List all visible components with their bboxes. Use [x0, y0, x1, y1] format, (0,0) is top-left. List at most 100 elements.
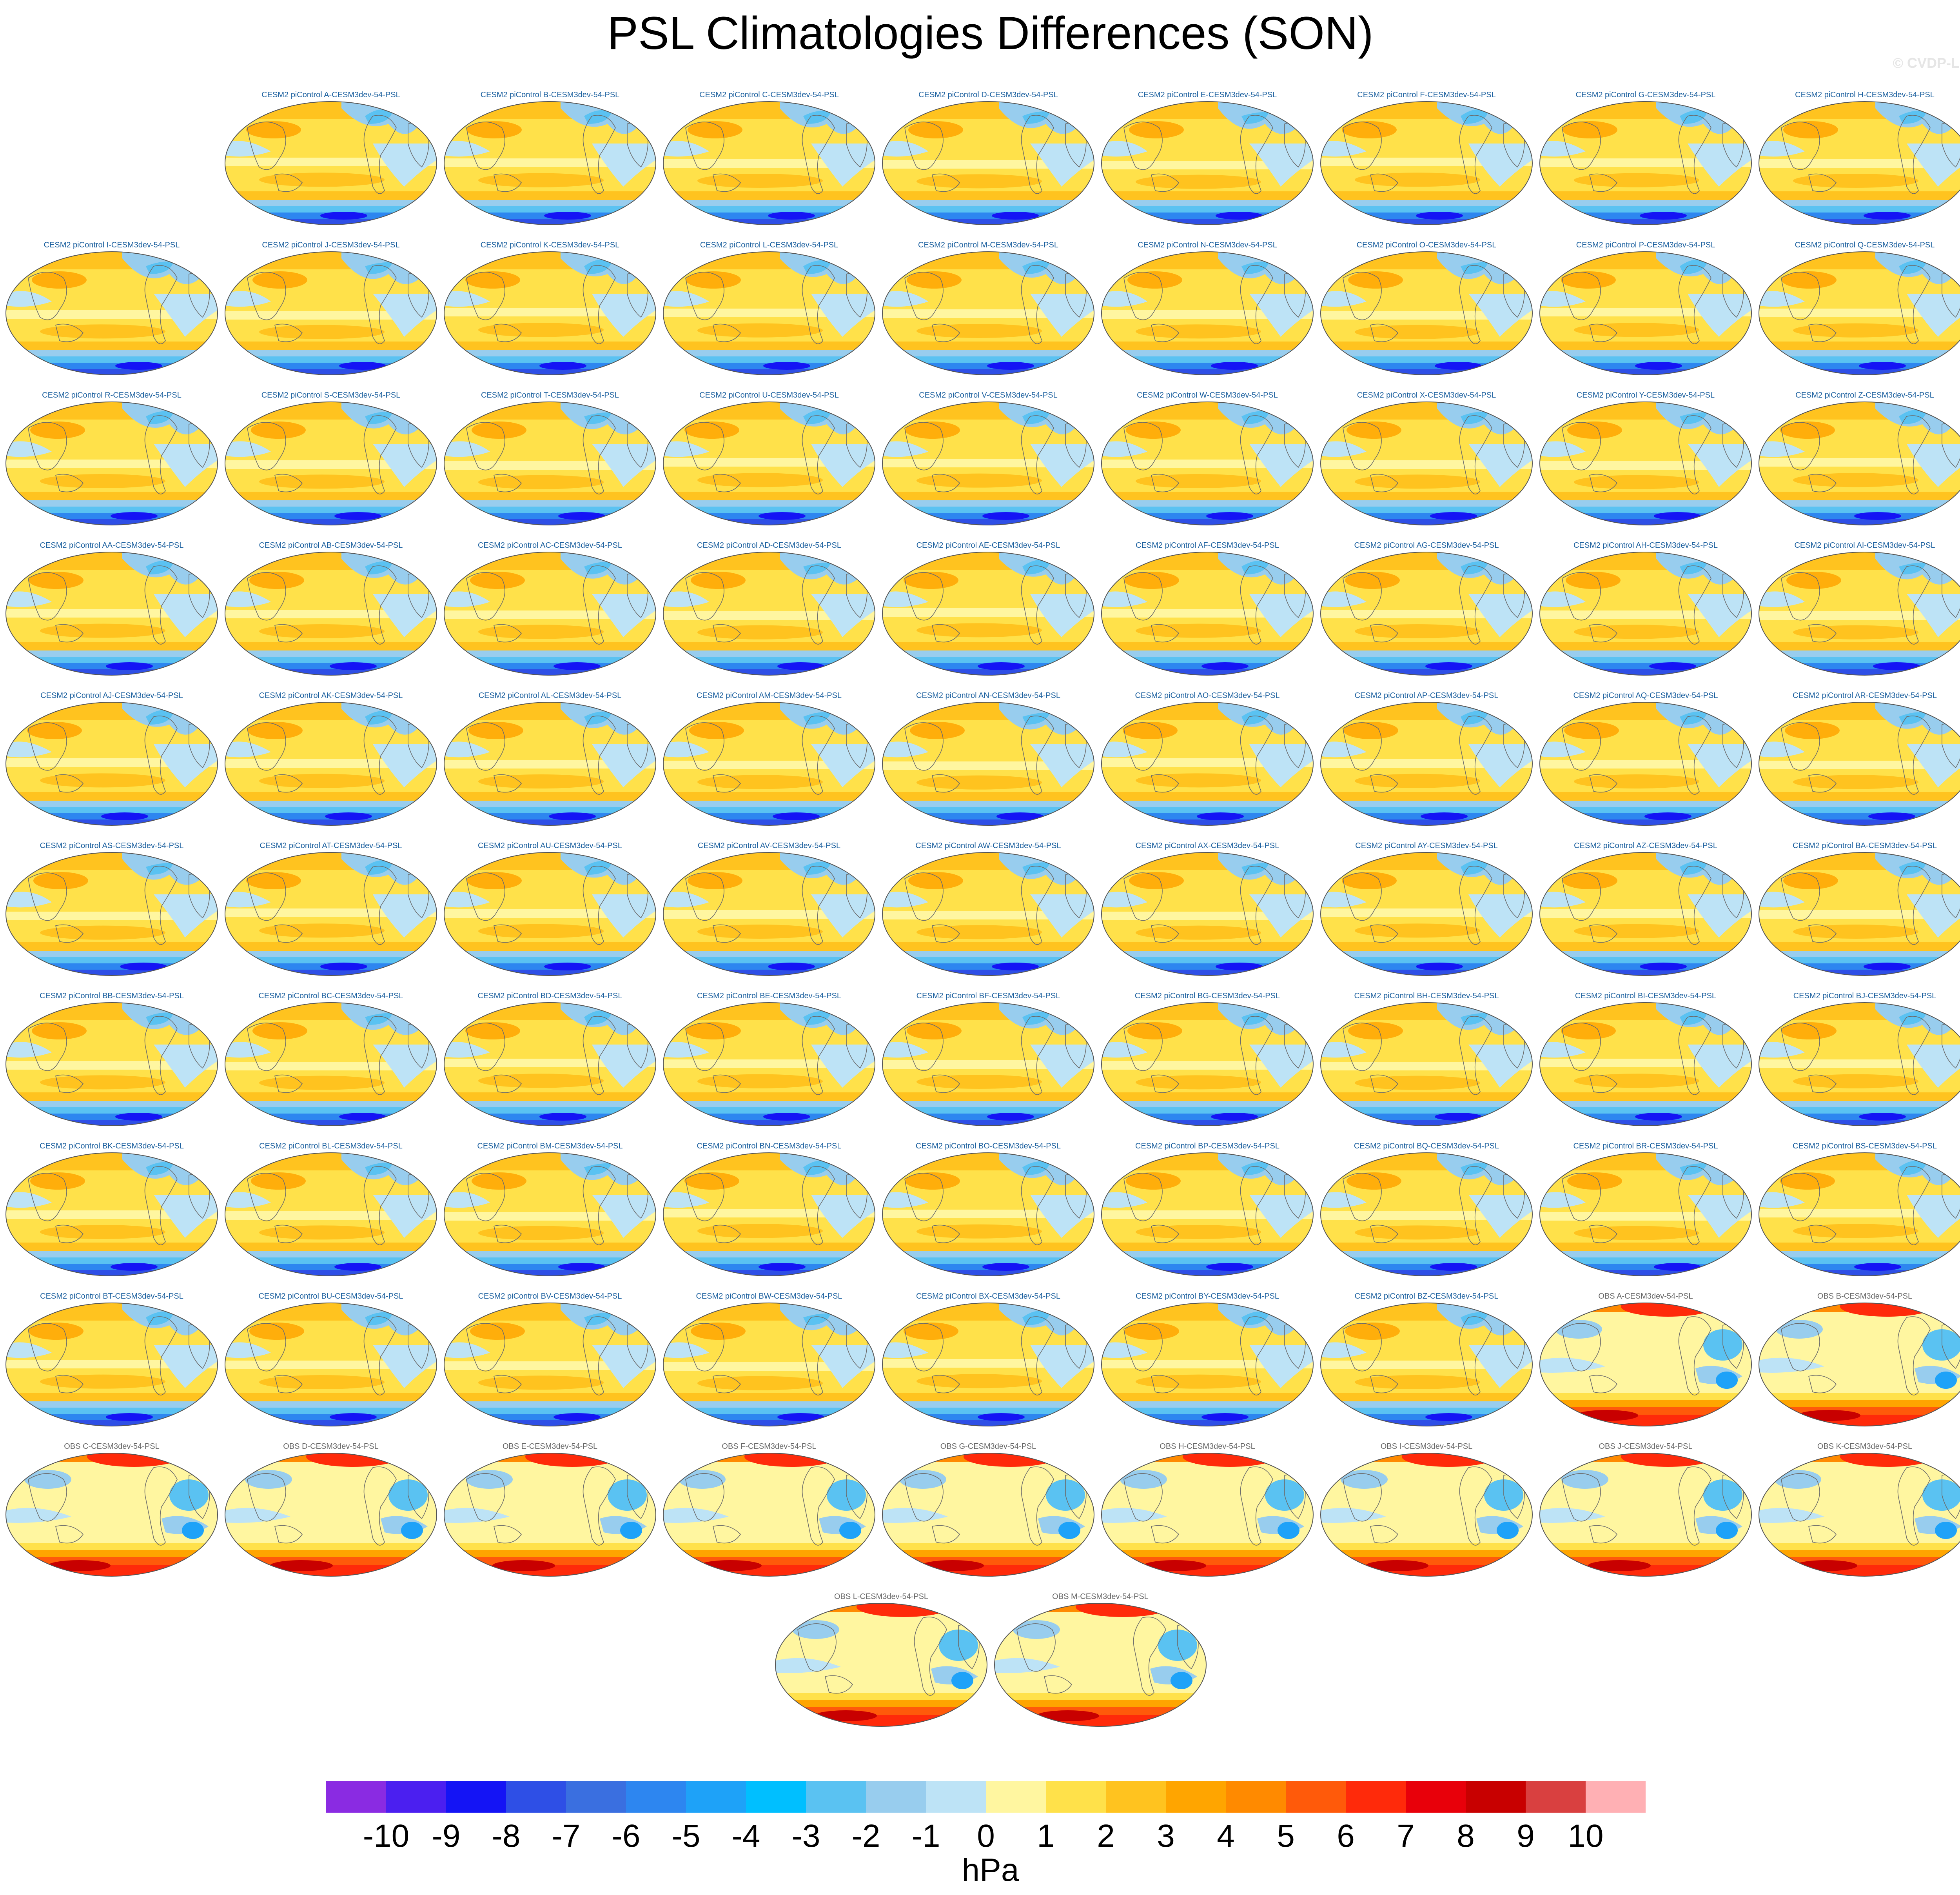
model-panel: CESM2 piControl AD-CESM3dev-54-PSL	[662, 541, 876, 677]
psl-difference-map	[1101, 402, 1314, 525]
colorbar-tick-label: 6	[1337, 1818, 1355, 1854]
psl-difference-map	[1320, 702, 1533, 826]
obs-panel: OBS A-CESM3dev-54-PSL	[1539, 1292, 1753, 1428]
colorbar-swatch	[1526, 1781, 1586, 1813]
colorbar-swatch	[686, 1781, 746, 1813]
model-panel: CESM2 piControl F-CESM3dev-54-PSL	[1319, 90, 1534, 227]
model-panel: CESM2 piControl AV-CESM3dev-54-PSL	[662, 841, 876, 977]
psl-difference-map	[1101, 1453, 1314, 1577]
psl-difference-map	[225, 702, 437, 826]
psl-difference-map	[882, 1002, 1094, 1126]
model-panel: CESM2 piControl BG-CESM3dev-54-PSL	[1100, 991, 1314, 1128]
model-panel: CESM2 piControl AL-CESM3dev-54-PSL	[443, 691, 657, 827]
panel-title: CESM2 piControl X-CESM3dev-54-PSL	[1357, 391, 1496, 400]
panel-title: CESM2 piControl BM-CESM3dev-54-PSL	[477, 1142, 623, 1150]
psl-difference-map	[1320, 1002, 1533, 1126]
colorbar-tick-label: 0	[977, 1818, 995, 1854]
model-panel: CESM2 piControl P-CESM3dev-54-PSL	[1539, 240, 1753, 377]
psl-difference-map	[1101, 702, 1314, 826]
model-panel: CESM2 piControl AQ-CESM3dev-54-PSL	[1539, 691, 1753, 827]
panel-title: CESM2 piControl AL-CESM3dev-54-PSL	[478, 691, 622, 700]
colorbar-swatch	[626, 1781, 686, 1813]
panel-title: CESM2 piControl BY-CESM3dev-54-PSL	[1135, 1292, 1279, 1301]
panel-title: OBS B-CESM3dev-54-PSL	[1817, 1292, 1913, 1301]
panel-title: CESM2 piControl BQ-CESM3dev-54-PSL	[1354, 1142, 1499, 1150]
model-panel: CESM2 piControl AY-CESM3dev-54-PSL	[1319, 841, 1534, 977]
model-panel: CESM2 piControl Z-CESM3dev-54-PSL	[1758, 391, 1960, 527]
psl-difference-map	[1539, 552, 1752, 676]
panel-title: CESM2 piControl AR-CESM3dev-54-PSL	[1793, 691, 1937, 700]
panel-title: CESM2 piControl BW-CESM3dev-54-PSL	[696, 1292, 842, 1301]
colorbar-swatch	[566, 1781, 626, 1813]
panel-title: CESM2 piControl AD-CESM3dev-54-PSL	[697, 541, 841, 550]
panel-title: CESM2 piControl AP-CESM3dev-54-PSL	[1354, 691, 1499, 700]
colorbar-tick-label: 10	[1568, 1818, 1604, 1854]
panel-title: CESM2 piControl AG-CESM3dev-54-PSL	[1354, 541, 1499, 550]
psl-difference-map	[882, 1303, 1094, 1426]
colorbar-tick-label: 9	[1517, 1818, 1535, 1854]
panel-title: CESM2 piControl Y-CESM3dev-54-PSL	[1576, 391, 1715, 400]
model-panel: CESM2 piControl H-CESM3dev-54-PSL	[1758, 90, 1960, 227]
model-panel: CESM2 piControl A-CESM3dev-54-PSL	[224, 90, 438, 227]
panel-title: CESM2 piControl BZ-CESM3dev-54-PSL	[1354, 1292, 1499, 1301]
model-panel: CESM2 piControl BU-CESM3dev-54-PSL	[224, 1292, 438, 1428]
model-panel: CESM2 piControl AG-CESM3dev-54-PSL	[1319, 541, 1534, 677]
colorbar-tick-label: -7	[552, 1818, 581, 1854]
psl-difference-map	[663, 552, 875, 676]
psl-difference-map	[1759, 402, 1960, 525]
psl-difference-map	[1320, 852, 1533, 976]
psl-difference-map	[663, 101, 875, 225]
psl-difference-map	[663, 852, 875, 976]
model-panel: CESM2 piControl G-CESM3dev-54-PSL	[1539, 90, 1753, 227]
psl-difference-map	[444, 251, 656, 375]
obs-panel: OBS I-CESM3dev-54-PSL	[1319, 1442, 1534, 1578]
colorbar-swatch	[1226, 1781, 1286, 1813]
psl-difference-map	[1539, 251, 1752, 375]
panel-title: CESM2 piControl BS-CESM3dev-54-PSL	[1793, 1142, 1937, 1150]
psl-difference-map	[225, 1303, 437, 1426]
panel-title: OBS H-CESM3dev-54-PSL	[1160, 1442, 1255, 1451]
psl-difference-map	[444, 1152, 656, 1276]
colorbar-tick-label: -4	[731, 1818, 760, 1854]
panel-title: CESM2 piControl BP-CESM3dev-54-PSL	[1135, 1142, 1279, 1150]
psl-difference-map	[1539, 702, 1752, 826]
colorbar-tick-label: 1	[1037, 1818, 1055, 1854]
model-panel: CESM2 piControl AN-CESM3dev-54-PSL	[881, 691, 1095, 827]
panel-title: CESM2 piControl P-CESM3dev-54-PSL	[1576, 241, 1715, 249]
model-panel: CESM2 piControl AS-CESM3dev-54-PSL	[5, 841, 219, 977]
psl-difference-map	[1759, 101, 1960, 225]
colorbar-tick-label: 7	[1397, 1818, 1415, 1854]
panel-title: CESM2 piControl U-CESM3dev-54-PSL	[699, 391, 839, 400]
model-panel: CESM2 piControl BT-CESM3dev-54-PSL	[5, 1292, 219, 1428]
psl-difference-map	[1759, 1152, 1960, 1276]
panel-title: CESM2 piControl BR-CESM3dev-54-PSL	[1573, 1142, 1718, 1150]
panel-title: CESM2 piControl BK-CESM3dev-54-PSL	[40, 1142, 184, 1150]
panel-title: CESM2 piControl BO-CESM3dev-54-PSL	[915, 1142, 1061, 1150]
model-panel: CESM2 piControl BJ-CESM3dev-54-PSL	[1758, 991, 1960, 1128]
panel-title: CESM2 piControl BB-CESM3dev-54-PSL	[40, 992, 184, 1000]
panel-title: CESM2 piControl Q-CESM3dev-54-PSL	[1795, 241, 1935, 249]
panel-title: CESM2 piControl BH-CESM3dev-54-PSL	[1354, 992, 1499, 1000]
model-panel: CESM2 piControl I-CESM3dev-54-PSL	[5, 240, 219, 377]
panel-title: CESM2 piControl BL-CESM3dev-54-PSL	[259, 1142, 403, 1150]
colorbar-swatch	[1466, 1781, 1526, 1813]
panel-title: CESM2 piControl Z-CESM3dev-54-PSL	[1795, 391, 1934, 400]
psl-difference-map	[882, 852, 1094, 976]
model-panel: CESM2 piControl AE-CESM3dev-54-PSL	[881, 541, 1095, 677]
panel-title: OBS A-CESM3dev-54-PSL	[1598, 1292, 1693, 1301]
model-panel: CESM2 piControl BN-CESM3dev-54-PSL	[662, 1141, 876, 1278]
colorbar-tick-label: 3	[1157, 1818, 1175, 1854]
panel-title: OBS I-CESM3dev-54-PSL	[1380, 1442, 1473, 1451]
model-panel: CESM2 piControl BC-CESM3dev-54-PSL	[224, 991, 438, 1128]
panel-title: CESM2 piControl O-CESM3dev-54-PSL	[1356, 241, 1497, 249]
psl-difference-map	[5, 1453, 218, 1577]
panel-title: CESM2 piControl AU-CESM3dev-54-PSL	[478, 841, 622, 850]
colorbar-tick-label: -1	[911, 1818, 940, 1854]
psl-difference-map	[1759, 251, 1960, 375]
panel-title: CESM2 piControl AI-CESM3dev-54-PSL	[1794, 541, 1935, 550]
psl-difference-map	[663, 1002, 875, 1126]
panel-title: CESM2 piControl BG-CESM3dev-54-PSL	[1134, 992, 1280, 1000]
psl-difference-map	[1101, 101, 1314, 225]
psl-difference-map	[1759, 1303, 1960, 1426]
panel-title: CESM2 piControl AS-CESM3dev-54-PSL	[40, 841, 184, 850]
